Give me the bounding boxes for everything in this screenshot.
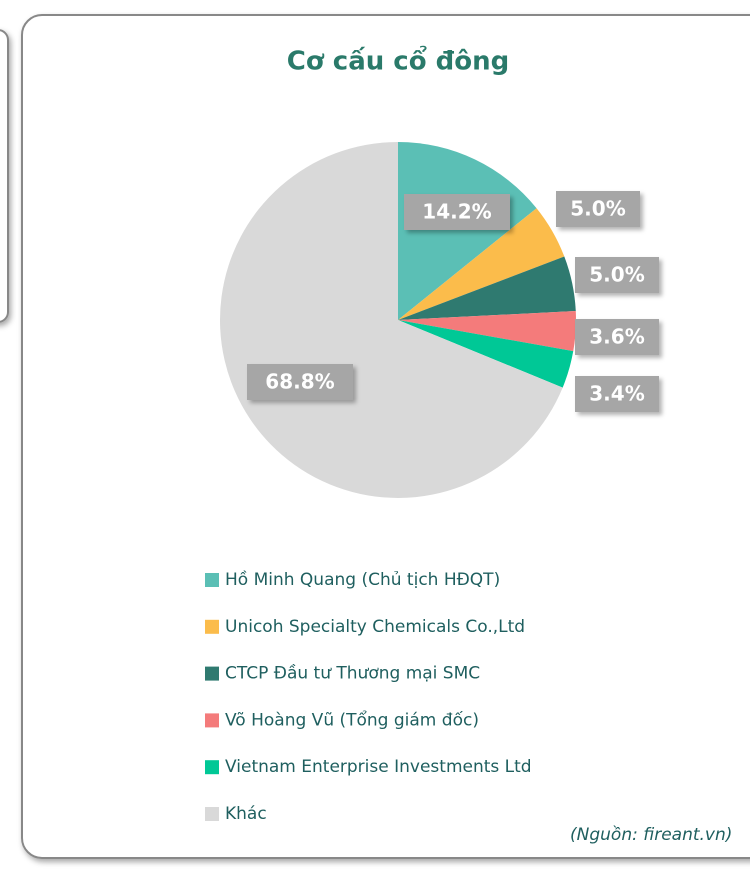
pie-slice (398, 311, 576, 352)
legend-swatch (205, 666, 219, 681)
chart-title: Cơ cấu cổ đông (287, 44, 509, 77)
legend-label: Unicoh Specialty Chemicals Co.,Ltd (225, 617, 525, 637)
legend-swatch (205, 573, 219, 587)
legend-label: Hồ Minh Quang (Chủ tịch HĐQT) (225, 569, 500, 590)
pie-slice (398, 142, 537, 320)
data-label: 3.4% (589, 382, 644, 406)
data-label: 3.6% (589, 325, 644, 349)
legend-swatch (205, 713, 219, 728)
legend-label: Vietnam Enterprise Investments Ltd (225, 757, 532, 777)
data-label-box (247, 364, 353, 400)
data-label-box (575, 376, 659, 412)
side-card (0, 29, 9, 323)
pie-slice (220, 142, 563, 498)
data-label-box (556, 191, 640, 227)
source: (Nguồn: fireant.vn) (570, 824, 732, 845)
legend-label: Võ Hoàng Vũ (Tổng giám đốc) (225, 709, 479, 730)
legend-swatch (205, 807, 219, 821)
legend-swatch (205, 760, 219, 775)
pie-slice (398, 256, 576, 320)
legend-label: CTCP Đầu tư Thương mại SMC (225, 663, 480, 684)
data-label-box (404, 194, 510, 230)
pie-slice (398, 208, 565, 320)
pie-slice (398, 320, 574, 388)
data-label: 5.0% (589, 263, 644, 287)
data-label-box (575, 319, 659, 355)
legend-label: Khác (225, 804, 267, 824)
data-label: 14.2% (422, 200, 491, 224)
data-label: 68.8% (265, 370, 334, 394)
data-label-box (575, 257, 659, 293)
data-label: 5.0% (570, 197, 625, 221)
legend-swatch (205, 619, 219, 634)
